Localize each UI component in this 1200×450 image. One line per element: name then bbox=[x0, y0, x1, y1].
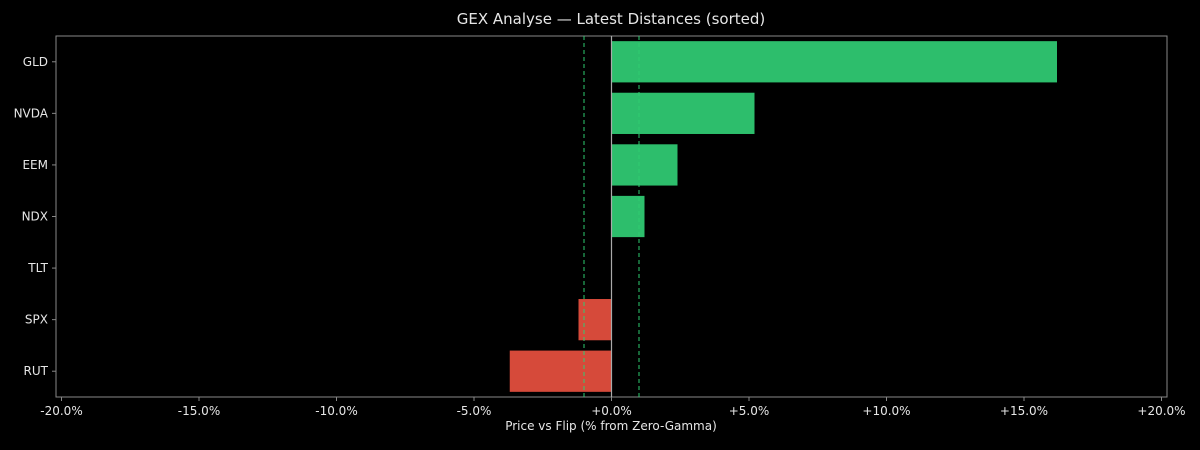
y-tick-label: SPX bbox=[25, 313, 48, 327]
y-tick-label: NDX bbox=[22, 210, 48, 224]
chart-title: GEX Analyse — Latest Distances (sorted) bbox=[457, 10, 766, 28]
x-tick-label: +0.0% bbox=[591, 404, 632, 418]
bars-group bbox=[509, 41, 1057, 392]
y-tick-label: GLD bbox=[23, 55, 48, 69]
x-tick-label: +20.0% bbox=[1137, 404, 1185, 418]
bar-spx bbox=[578, 299, 612, 341]
y-tick-label: TLT bbox=[27, 261, 48, 275]
y-tick-label: RUT bbox=[24, 364, 49, 378]
x-tick-label: -15.0% bbox=[178, 404, 220, 418]
x-tick-label: -5.0% bbox=[457, 404, 492, 418]
x-tick-label: +15.0% bbox=[1000, 404, 1048, 418]
bar-rut bbox=[509, 350, 612, 392]
y-tick-label: NVDA bbox=[14, 106, 49, 120]
bar-nvda bbox=[611, 92, 755, 134]
x-tick-label: -10.0% bbox=[315, 404, 357, 418]
x-tick-label: +5.0% bbox=[729, 404, 770, 418]
bar-gld bbox=[611, 41, 1057, 83]
y-axis: GLD NVDA EEM NDX TLT SPX RUT bbox=[14, 55, 56, 378]
reference-lines bbox=[583, 36, 640, 397]
x-tick-label: +10.0% bbox=[862, 404, 910, 418]
x-axis: -20.0% -15.0% -10.0% -5.0% +0.0% +5.0% +10.0% +… bbox=[40, 397, 1186, 418]
bar-eem bbox=[611, 144, 678, 186]
x-tick-label: -20.0% bbox=[40, 404, 82, 418]
x-axis-label: Price vs Flip (% from Zero-Gamma) bbox=[505, 419, 717, 433]
bar-ndx bbox=[611, 195, 645, 238]
y-tick-label: EEM bbox=[22, 158, 48, 172]
